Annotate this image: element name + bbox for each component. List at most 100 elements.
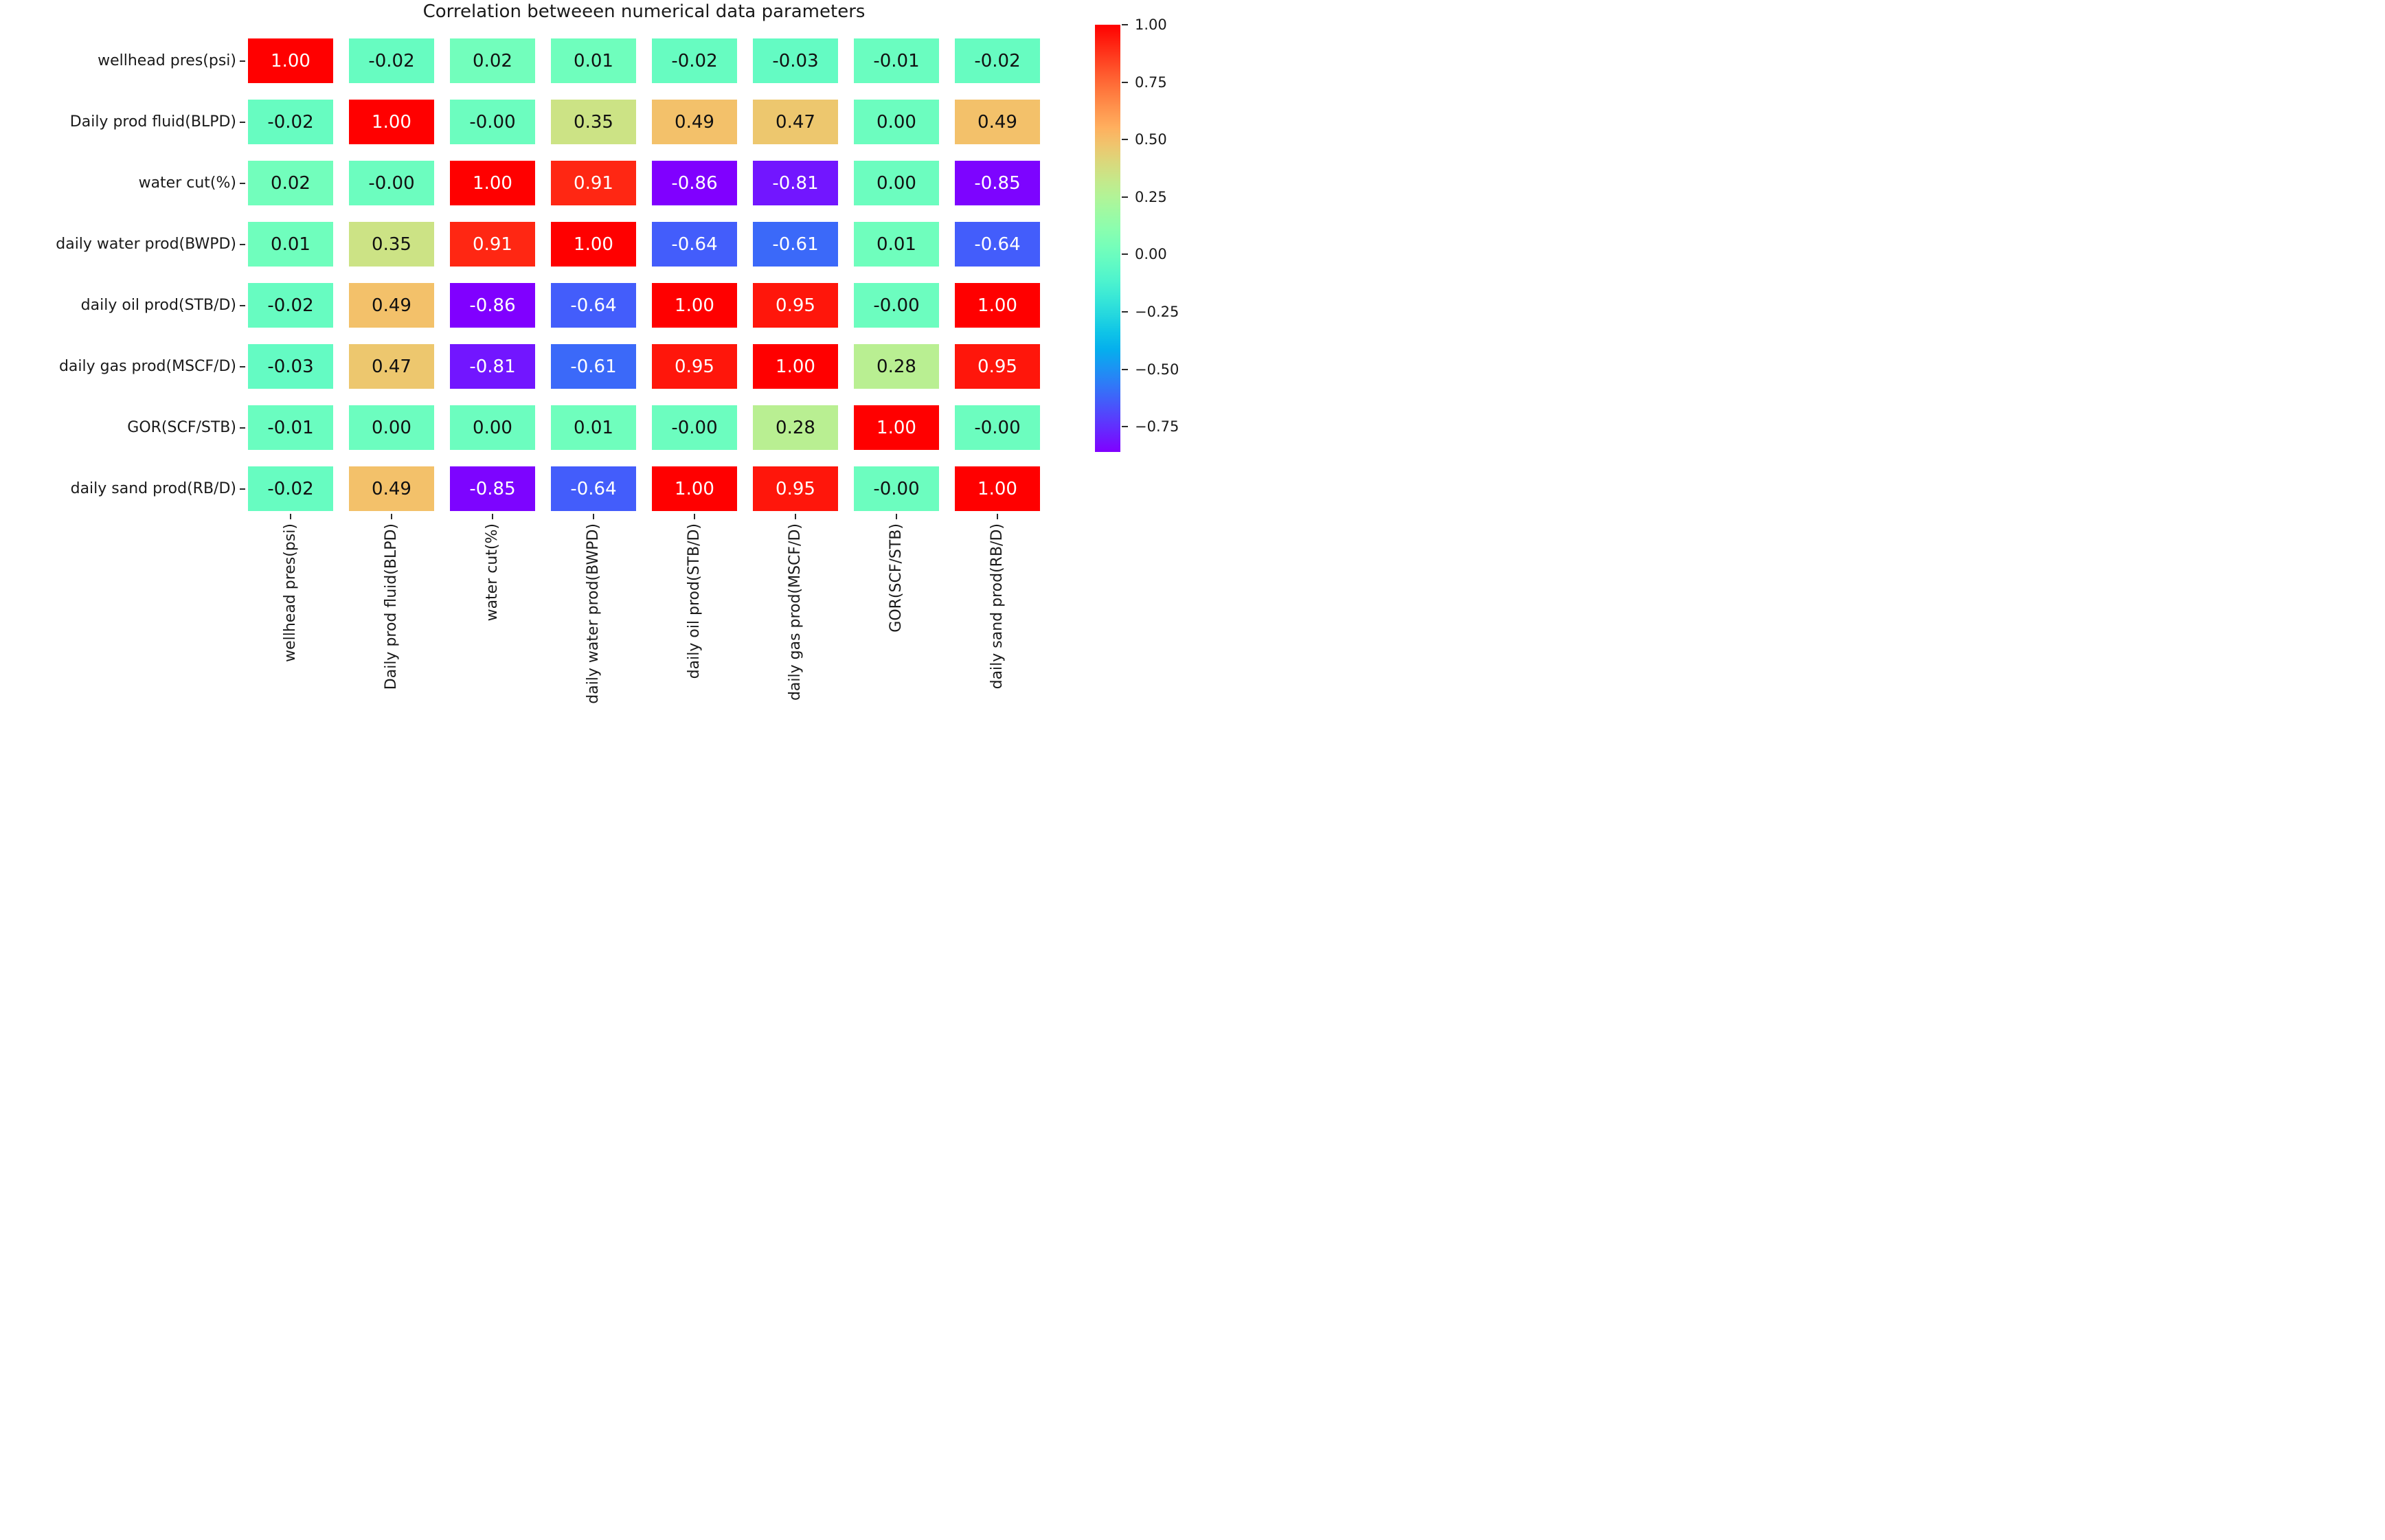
heatmap-cell-r3c0: 0.01 [248, 222, 333, 267]
heatmap-cell-r1c2: -0.00 [450, 100, 535, 144]
y-tick-mark [240, 243, 245, 245]
heatmap-cell-r3c3: 1.00 [551, 222, 636, 267]
heatmap-cell-r2c2: 1.00 [450, 161, 535, 205]
heatmap-cell-r2c1: -0.00 [349, 161, 434, 205]
heatmap-cell-r2c0: 0.02 [248, 161, 333, 205]
heatmap-cell-r0c3: 0.01 [551, 38, 636, 83]
heatmap-cell-r6c0: -0.01 [248, 405, 333, 450]
heatmap-cell-r1c1: 1.00 [349, 100, 434, 144]
y-tick-label-0: wellhead pres(psi) [98, 52, 236, 69]
colorbar-tick-label-4: 0.00 [1135, 246, 1167, 263]
heatmap-cell-r4c6: -0.00 [854, 283, 939, 328]
colorbar-tick-label-1: 0.75 [1135, 73, 1167, 91]
heatmap-cell-r2c5: -0.81 [753, 161, 838, 205]
heatmap-cell-r5c5: 1.00 [753, 344, 838, 389]
y-tick-mark [240, 365, 245, 367]
heatmap-cell-r3c5: -0.61 [753, 222, 838, 267]
colorbar-tick-label-6: −0.50 [1135, 361, 1179, 378]
heatmap-cell-r3c2: 0.91 [450, 222, 535, 267]
y-tick-label-4: daily oil prod(STB/D) [80, 297, 236, 314]
x-tick-label-2: water cut(%) [484, 523, 501, 622]
heatmap-grid: 1.00 -0.02 0.02 0.01 -0.02 -0.03 -0.01 -0.02 -0.… [248, 38, 1040, 511]
heatmap-cell-r0c1: -0.02 [349, 38, 434, 83]
heatmap-cell-r2c4: -0.86 [652, 161, 737, 205]
heatmap-cell-r2c6: 0.00 [854, 161, 939, 205]
heatmap-cell-r1c6: 0.00 [854, 100, 939, 144]
heatmap-cell-r5c7: 0.95 [955, 344, 1040, 389]
heatmap-cell-r7c0: -0.02 [248, 466, 333, 511]
x-tick-mark [593, 514, 594, 519]
y-tick-mark [240, 427, 245, 429]
heatmap-cell-r6c1: 0.00 [349, 405, 434, 450]
heatmap-cell-r1c4: 0.49 [652, 100, 737, 144]
heatmap-cell-r5c3: -0.61 [551, 344, 636, 389]
heatmap-cell-r7c1: 0.49 [349, 466, 434, 511]
colorbar-tick-mark [1122, 253, 1128, 256]
colorbar-tick-mark [1122, 426, 1128, 428]
heatmap-cell-r7c6: -0.00 [854, 466, 939, 511]
heatmap-cell-r1c5: 0.47 [753, 100, 838, 144]
colorbar-tick-label-2: 0.50 [1135, 131, 1167, 148]
heatmap-cell-r4c4: 1.00 [652, 283, 737, 328]
x-tick-mark [997, 514, 998, 519]
heatmap-cell-r0c2: 0.02 [450, 38, 535, 83]
heatmap-cell-r7c7: 1.00 [955, 466, 1040, 511]
heatmap-cell-r0c7: -0.02 [955, 38, 1040, 83]
y-tick-mark [240, 182, 245, 184]
y-tick-mark [240, 121, 245, 123]
colorbar-tick-label-7: −0.75 [1135, 418, 1179, 435]
y-tick-label-5: daily gas prod(MSCF/D) [58, 358, 236, 375]
heatmap-cell-r4c5: 0.95 [753, 283, 838, 328]
y-tick-mark [240, 304, 245, 306]
heatmap-cell-r6c5: 0.28 [753, 405, 838, 450]
x-tick-mark [391, 514, 392, 519]
colorbar-tick-mark [1122, 24, 1128, 25]
heatmap-cell-r4c3: -0.64 [551, 283, 636, 328]
heatmap-cell-r3c6: 0.01 [854, 222, 939, 267]
heatmap-cell-r5c1: 0.47 [349, 344, 434, 389]
heatmap-cell-r7c2: -0.85 [450, 466, 535, 511]
heatmap-cell-r2c3: 0.91 [551, 161, 636, 205]
heatmap-cell-r7c4: 1.00 [652, 466, 737, 511]
x-tick-mark [290, 514, 291, 519]
colorbar-tick-mark [1122, 81, 1128, 83]
y-tick-label-3: daily water prod(BWPD) [56, 236, 236, 253]
colorbar-tick-mark [1122, 139, 1128, 141]
y-tick-mark [240, 488, 245, 490]
heatmap-cell-r6c2: 0.00 [450, 405, 535, 450]
heatmap-cell-r4c7: 1.00 [955, 283, 1040, 328]
heatmap-cell-r6c3: 0.01 [551, 405, 636, 450]
colorbar-tick-label-5: −0.25 [1135, 304, 1179, 320]
colorbar-tick-mark [1122, 368, 1128, 370]
x-tick-mark [795, 514, 796, 519]
x-tick-label-0: wellhead pres(psi) [282, 523, 299, 662]
x-tick-mark [492, 514, 493, 519]
heatmap-cell-r7c3: -0.64 [551, 466, 636, 511]
heatmap-cell-r0c0: 1.00 [248, 38, 333, 83]
heatmap-cell-r7c5: 0.95 [753, 466, 838, 511]
heatmap-cell-r3c1: 0.35 [349, 222, 434, 267]
y-tick-mark [240, 60, 245, 62]
heatmap-cell-r6c7: -0.00 [955, 405, 1040, 450]
x-tick-label-6: GOR(SCF/STB) [888, 523, 905, 633]
heatmap-cell-r4c1: 0.49 [349, 283, 434, 328]
correlation-heatmap-figure: Correlation betweeen numerical data para… [0, 0, 1192, 770]
colorbar-tick-mark [1122, 196, 1128, 198]
x-tick-label-4: daily oil prod(STB/D) [686, 523, 703, 679]
heatmap-cell-r6c6: 1.00 [854, 405, 939, 450]
colorbar-tick-label-0: 1.00 [1135, 16, 1167, 33]
x-tick-label-3: daily water prod(BWPD) [585, 523, 602, 704]
heatmap-cell-r3c4: -0.64 [652, 222, 737, 267]
heatmap-cell-r1c0: -0.02 [248, 100, 333, 144]
y-tick-label-2: water cut(%) [138, 174, 236, 192]
heatmap-cell-r4c0: -0.02 [248, 283, 333, 328]
heatmap-cell-r5c0: -0.03 [248, 344, 333, 389]
y-tick-label-7: daily sand prod(RB/D) [70, 480, 236, 497]
heatmap-cell-r5c6: 0.28 [854, 344, 939, 389]
heatmap-cell-r3c7: -0.64 [955, 222, 1040, 267]
heatmap-cell-r1c7: 0.49 [955, 100, 1040, 144]
y-tick-label-6: GOR(SCF/STB) [127, 419, 236, 436]
colorbar-tick-mark [1122, 311, 1128, 313]
heatmap-cell-r0c6: -0.01 [854, 38, 939, 83]
x-tick-label-7: daily sand prod(RB/D) [988, 523, 1006, 690]
